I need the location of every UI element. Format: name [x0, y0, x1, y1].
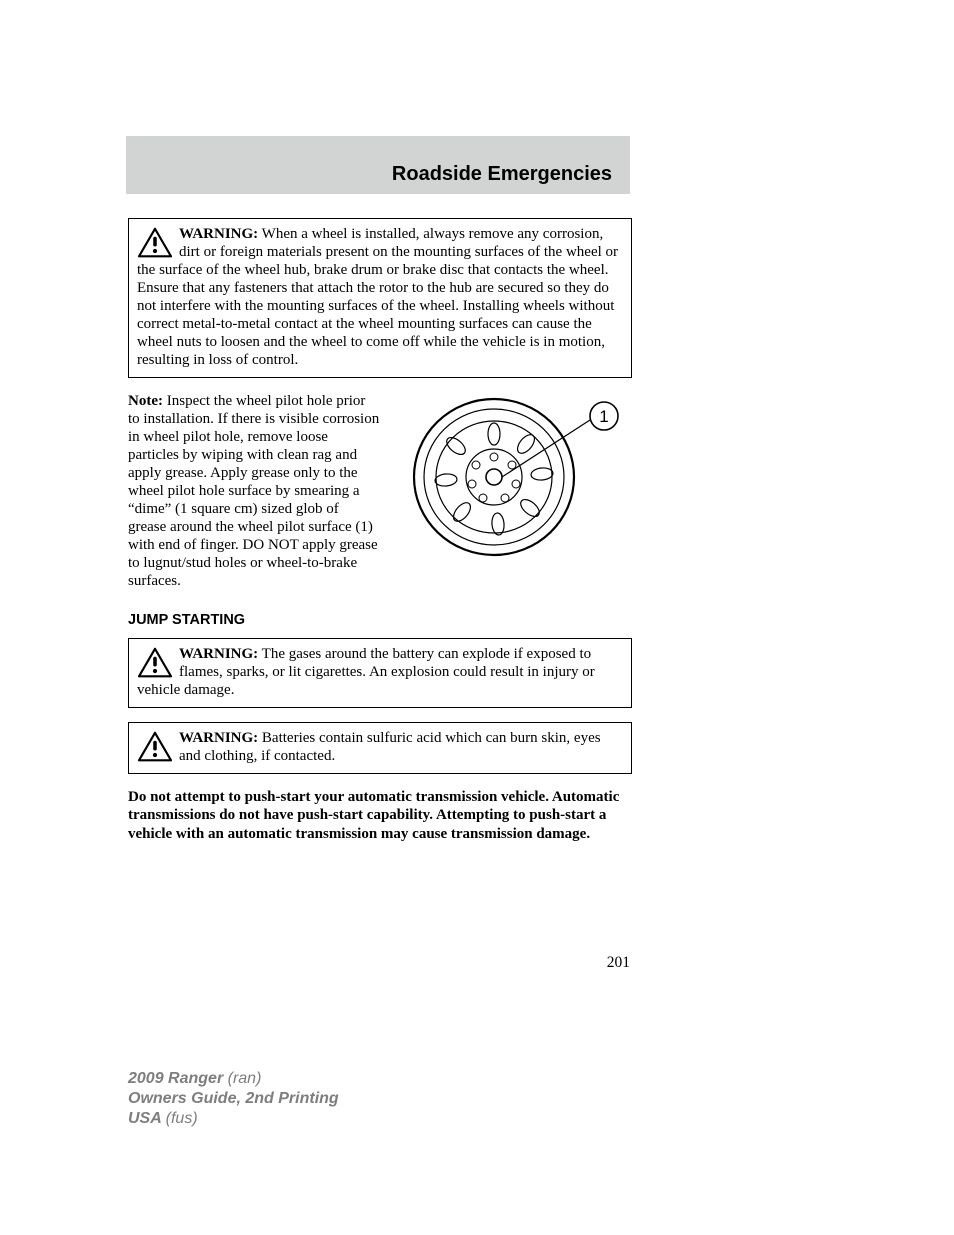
note-text: Note: Inspect the wheel pilot hole prior… — [128, 392, 380, 590]
note-label: Note: — [128, 393, 163, 409]
footer-region: USA — [128, 1110, 161, 1127]
warning-box-battery-acid: WARNING: Batteries contain sulfuric acid… — [128, 722, 632, 774]
section-title: Roadside Emergencies — [392, 163, 612, 186]
note-body: Inspect the wheel pilot hole prior to in… — [128, 393, 379, 589]
note-with-figure: Note: Inspect the wheel pilot hole prior… — [128, 392, 632, 602]
wheel-figure: 1 — [394, 392, 632, 567]
warning-label: WARNING: — [179, 226, 258, 242]
warning-label: WARNING: — [179, 646, 258, 662]
footer-guide: Owners Guide, 2nd Printing — [128, 1089, 339, 1109]
warning-icon — [137, 227, 173, 259]
warning-text: When a wheel is installed, always remove… — [137, 226, 618, 368]
warning-box-wheel-install: WARNING: When a wheel is installed, alwa… — [128, 218, 632, 378]
warning-icon — [137, 731, 173, 763]
page-content: WARNING: When a wheel is installed, alwa… — [128, 218, 632, 843]
footer-region-code: (fus) — [166, 1110, 198, 1127]
section-header: Roadside Emergencies — [126, 136, 630, 194]
jump-starting-heading: JUMP STARTING — [128, 612, 632, 628]
warning-box-battery-gas: WARNING: The gases around the battery ca… — [128, 638, 632, 708]
footer-model: 2009 Ranger — [128, 1070, 223, 1087]
page-number: 201 — [607, 954, 630, 972]
warning-icon — [137, 647, 173, 679]
warning-label: WARNING: — [179, 730, 258, 746]
footer: 2009 Ranger (ran) Owners Guide, 2nd Prin… — [128, 1069, 339, 1129]
figure-callout-label: 1 — [599, 407, 608, 426]
push-start-warning: Do not attempt to push-start your automa… — [128, 788, 632, 843]
footer-code: (ran) — [228, 1070, 262, 1087]
